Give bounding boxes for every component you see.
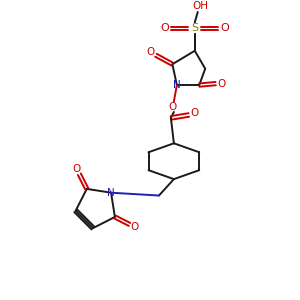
Text: O: O [218,79,226,88]
Text: O: O [73,164,81,174]
Text: N: N [173,80,181,90]
Text: O: O [190,109,199,118]
Text: O: O [130,222,139,232]
Text: OH: OH [193,1,209,11]
Text: O: O [160,23,169,33]
Text: O: O [147,47,155,57]
Text: S: S [191,23,198,33]
Text: N: N [107,188,115,198]
Text: O: O [168,103,176,112]
Text: O: O [220,23,229,33]
